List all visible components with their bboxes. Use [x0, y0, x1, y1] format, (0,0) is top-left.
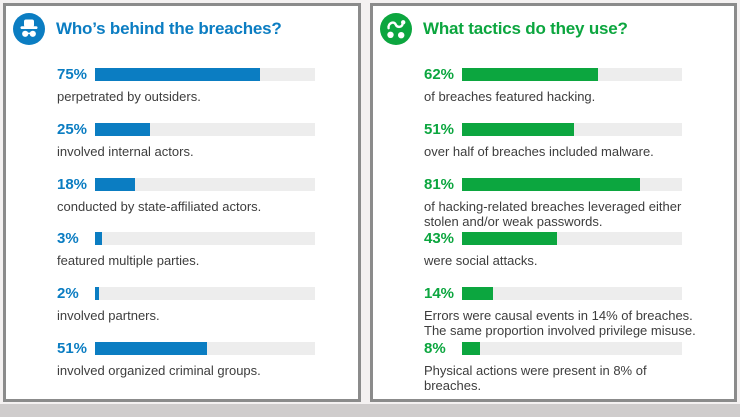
- bar-track: [462, 123, 682, 136]
- panel-header: What tactics do they use?: [380, 13, 628, 45]
- stat-caption: over half of breaches included malware.: [424, 144, 654, 159]
- bar-fill: [462, 342, 480, 355]
- bar-fill: [95, 178, 135, 191]
- percent-label: 2%: [57, 285, 79, 302]
- stat-row: 51% involved organized criminal groups.: [57, 340, 359, 378]
- bar-fill: [462, 123, 575, 136]
- percent-label: 14%: [424, 285, 455, 302]
- stat-caption: of hacking-related breaches leveraged ei…: [424, 199, 682, 229]
- page-bottom-strip: [0, 404, 740, 417]
- bar-fill: [462, 232, 557, 245]
- bar-track: [462, 287, 682, 300]
- stat-row: 51% over half of breaches included malwa…: [424, 121, 726, 159]
- bar-fill: [462, 68, 599, 81]
- panel-what-tactics: What tactics do they use? 62% of breache…: [370, 3, 737, 402]
- bar-fill: [95, 232, 102, 245]
- stat-caption: featured multiple parties.: [57, 253, 200, 268]
- bar-track: [95, 68, 315, 81]
- percent-label: 51%: [57, 340, 88, 357]
- percent-label: 75%: [57, 66, 88, 83]
- stat-row: 43% were social attacks.: [424, 230, 726, 268]
- stat-row: 25% involved internal actors.: [57, 121, 359, 159]
- percent-label: 81%: [424, 176, 455, 193]
- bar-fill: [95, 287, 100, 300]
- stat-row: 3% featured multiple parties.: [57, 230, 359, 268]
- bar-fill: [95, 68, 260, 81]
- stat-caption: Errors were causal events in 14% of brea…: [424, 308, 696, 338]
- stat-caption: perpetrated by outsiders.: [57, 89, 201, 104]
- stat-caption: involved organized criminal groups.: [57, 363, 261, 378]
- stat-row: 62% of breaches featured hacking.: [424, 66, 726, 104]
- bar-fill: [95, 123, 150, 136]
- bar-track: [95, 342, 315, 355]
- bar-track: [95, 123, 315, 136]
- bar-track: [95, 178, 315, 191]
- panel-title: What tactics do they use?: [423, 19, 628, 38]
- bar-fill: [462, 287, 493, 300]
- incognito-spy-icon: [13, 13, 45, 45]
- stat-row: 8% Physical actions were present in 8% o…: [424, 340, 726, 393]
- bar-fill: [95, 342, 208, 355]
- stat-row: 81% of hacking-related breaches leverage…: [424, 176, 726, 229]
- bar-track: [462, 178, 682, 191]
- stat-row: 75% perpetrated by outsiders.: [57, 66, 359, 104]
- stat-caption: involved partners.: [57, 308, 160, 323]
- stat-caption: conducted by state-affiliated actors.: [57, 199, 262, 214]
- percent-label: 8%: [424, 340, 446, 357]
- bar-track: [462, 68, 682, 81]
- tactics-icon: [380, 13, 412, 45]
- percent-label: 3%: [57, 230, 79, 247]
- bar-track: [95, 287, 315, 300]
- stat-row: 18% conducted by state-affiliated actors…: [57, 176, 359, 214]
- stat-caption: of breaches featured hacking.: [424, 89, 596, 104]
- bar-track: [462, 232, 682, 245]
- stat-row: 14% Errors were causal events in 14% of …: [424, 285, 726, 338]
- percent-label: 18%: [57, 176, 88, 193]
- percent-label: 43%: [424, 230, 455, 247]
- percent-label: 62%: [424, 66, 455, 83]
- percent-label: 51%: [424, 121, 455, 138]
- panel-whos-behind-breaches: Who’s behind the breaches? 75% perpetrat…: [3, 3, 361, 402]
- stat-caption: were social attacks.: [424, 253, 538, 268]
- bar-track: [462, 342, 682, 355]
- bar-track: [95, 232, 315, 245]
- panel-title: Who’s behind the breaches?: [56, 19, 282, 38]
- stat-caption: Physical actions were present in 8% of b…: [424, 363, 647, 393]
- percent-label: 25%: [57, 121, 88, 138]
- stat-row: 2% involved partners.: [57, 285, 359, 323]
- bar-fill: [462, 178, 641, 191]
- stat-caption: involved internal actors.: [57, 144, 194, 159]
- panel-header: Who’s behind the breaches?: [13, 13, 282, 45]
